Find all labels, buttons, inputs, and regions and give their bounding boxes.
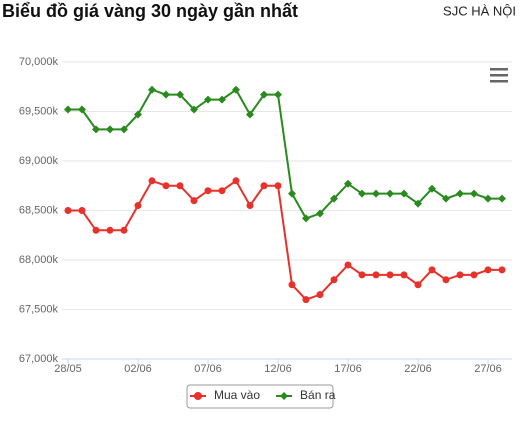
x-tick-label: 07/06 xyxy=(194,363,222,375)
point xyxy=(64,105,72,114)
legend-marker xyxy=(194,392,202,400)
point xyxy=(162,182,170,190)
point xyxy=(372,271,380,279)
point xyxy=(456,189,464,198)
y-tick-label: 67,000k xyxy=(19,353,59,365)
point xyxy=(316,209,324,218)
point xyxy=(218,95,226,104)
point xyxy=(120,125,128,134)
point xyxy=(288,189,296,198)
point xyxy=(260,182,268,190)
point xyxy=(176,182,184,190)
legend-label: Mua vào xyxy=(214,388,260,402)
y-tick-label: 70,000k xyxy=(19,56,59,68)
x-tick-label: 02/06 xyxy=(124,363,152,375)
point xyxy=(148,177,156,185)
point xyxy=(442,276,450,284)
x-tick-label: 28/05 xyxy=(54,363,82,375)
point xyxy=(386,189,394,198)
point xyxy=(218,187,226,195)
point xyxy=(92,226,100,234)
menu-icon[interactable] xyxy=(490,68,508,83)
point xyxy=(78,105,86,114)
point xyxy=(484,266,492,274)
point xyxy=(358,189,366,198)
legend[interactable]: Mua vào Bán ra xyxy=(186,384,336,409)
y-tick-label: 67,500k xyxy=(19,303,59,315)
point xyxy=(106,125,114,134)
point xyxy=(288,281,296,289)
point xyxy=(344,261,352,269)
point xyxy=(442,194,450,203)
y-tick-label: 69,500k xyxy=(19,105,59,117)
legend-label: Bán ra xyxy=(300,388,336,402)
legend-box xyxy=(186,384,334,409)
point xyxy=(204,95,212,104)
point xyxy=(246,202,254,210)
y-tick-label: 69,000k xyxy=(19,155,59,167)
point xyxy=(456,271,464,279)
point xyxy=(344,179,352,188)
y-tick-label: 68,000k xyxy=(19,254,59,266)
point xyxy=(428,266,436,274)
point xyxy=(372,189,380,198)
point xyxy=(484,194,492,203)
point xyxy=(400,189,408,198)
x-tick-label: 22/06 xyxy=(404,363,432,375)
point xyxy=(274,182,282,190)
x-tick-label: 17/06 xyxy=(334,363,362,375)
point xyxy=(232,85,240,94)
point xyxy=(78,207,86,214)
point xyxy=(302,214,310,223)
point xyxy=(400,271,408,279)
point xyxy=(64,207,72,214)
y-tick-label: 68,500k xyxy=(19,204,59,216)
point xyxy=(246,110,254,119)
x-tick-label: 12/06 xyxy=(264,363,292,375)
point xyxy=(106,226,114,234)
series-line xyxy=(68,88,502,220)
point xyxy=(148,85,156,94)
point xyxy=(204,187,212,195)
point xyxy=(302,296,310,304)
point xyxy=(190,197,198,205)
point xyxy=(330,194,338,203)
point xyxy=(414,199,422,208)
point xyxy=(316,291,324,299)
point xyxy=(134,110,142,119)
point xyxy=(428,184,436,193)
point xyxy=(120,226,128,234)
point xyxy=(498,266,506,274)
legend-marker xyxy=(280,392,289,400)
series-line xyxy=(68,179,502,301)
point xyxy=(190,105,198,114)
legend-item[interactable]: Bán ra xyxy=(276,388,336,402)
point xyxy=(260,90,268,99)
legend-item[interactable]: Mua vào xyxy=(190,388,260,402)
point xyxy=(134,202,142,210)
point xyxy=(470,271,478,279)
point xyxy=(176,90,184,99)
point xyxy=(162,90,170,99)
point xyxy=(330,276,338,284)
point xyxy=(358,271,366,279)
point xyxy=(386,271,394,279)
point xyxy=(232,177,240,185)
x-tick-label: 27/06 xyxy=(474,363,502,375)
chart-title: Biểu đồ giá vàng 30 ngày gần nhất xyxy=(2,1,298,21)
point xyxy=(414,281,422,289)
point xyxy=(92,125,100,134)
point xyxy=(470,189,478,198)
chart-subtitle: SJC HÀ NỘI xyxy=(443,3,516,18)
point xyxy=(498,194,506,203)
point xyxy=(274,90,282,99)
